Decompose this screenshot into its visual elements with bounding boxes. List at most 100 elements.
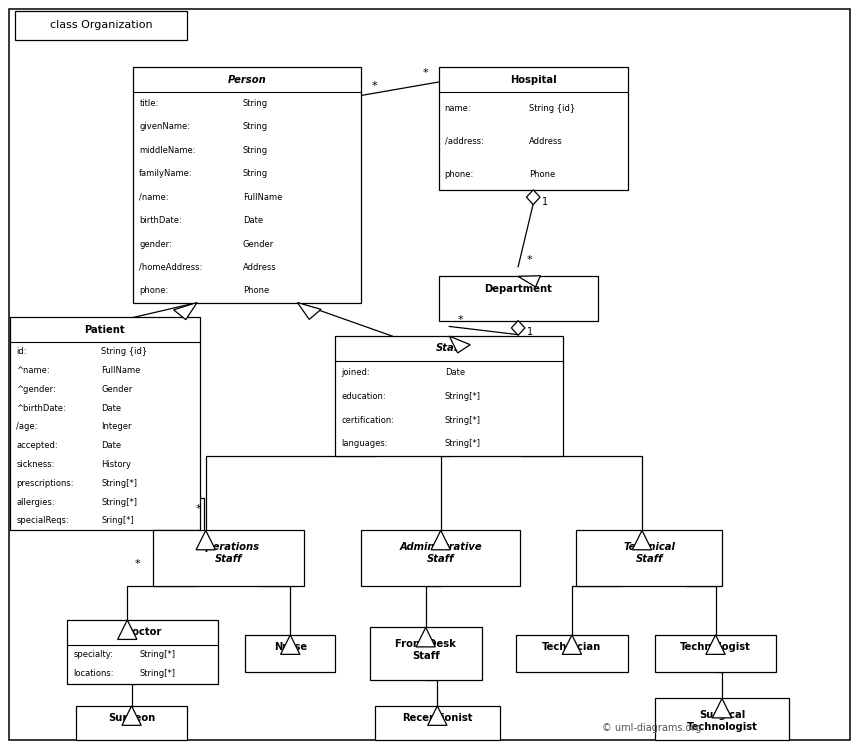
Text: id:: id: (16, 347, 27, 356)
Polygon shape (174, 303, 197, 320)
Text: *: * (372, 81, 378, 91)
Polygon shape (298, 303, 321, 320)
Text: class Organization: class Organization (50, 20, 153, 31)
Text: /address:: /address: (445, 137, 483, 146)
Text: Technologist: Technologist (680, 642, 751, 652)
Text: String[*]: String[*] (445, 415, 481, 424)
Polygon shape (518, 276, 540, 287)
Text: Department: Department (484, 284, 552, 294)
Polygon shape (449, 336, 470, 353)
Text: Patient: Patient (84, 325, 126, 335)
Text: Technical
Staff: Technical Staff (624, 542, 675, 564)
FancyBboxPatch shape (375, 706, 500, 740)
Text: String {id}: String {id} (101, 347, 147, 356)
FancyBboxPatch shape (10, 317, 200, 530)
Text: String: String (243, 99, 267, 108)
Text: Administrative
Staff: Administrative Staff (399, 542, 482, 564)
Text: Address: Address (530, 137, 563, 146)
Text: Operations
Staff: Operations Staff (197, 542, 260, 564)
Text: ^name:: ^name: (16, 366, 50, 375)
Text: Technician: Technician (543, 642, 601, 652)
FancyBboxPatch shape (153, 530, 304, 586)
Text: Phone: Phone (530, 170, 556, 179)
Text: /homeAddress:: /homeAddress: (139, 263, 203, 272)
Text: middleName:: middleName: (139, 146, 196, 155)
Text: String: String (243, 170, 267, 179)
Text: Receptionist: Receptionist (402, 713, 472, 723)
FancyBboxPatch shape (655, 698, 789, 740)
Polygon shape (280, 635, 300, 654)
Text: name:: name: (445, 104, 471, 113)
Text: languages:: languages: (341, 439, 388, 448)
Text: 1: 1 (542, 196, 548, 207)
Text: givenName:: givenName: (139, 123, 190, 131)
FancyBboxPatch shape (15, 11, 187, 40)
Text: specialty:: specialty: (73, 650, 113, 659)
Text: *: * (195, 504, 201, 514)
Text: Person: Person (228, 75, 267, 84)
Text: Surgeon: Surgeon (108, 713, 155, 723)
Text: allergies:: allergies: (16, 498, 55, 506)
Text: *: * (423, 68, 429, 78)
Text: Date: Date (445, 368, 465, 377)
Text: FullName: FullName (243, 193, 282, 202)
Text: sickness:: sickness: (16, 460, 55, 469)
Text: *: * (458, 314, 464, 325)
Text: Doctor: Doctor (124, 627, 161, 637)
Text: Sring[*]: Sring[*] (101, 516, 134, 525)
Text: String: String (243, 146, 267, 155)
Text: Front Desk
Staff: Front Desk Staff (396, 639, 456, 661)
Text: Address: Address (243, 263, 276, 272)
Text: Date: Date (243, 216, 263, 225)
Text: *: * (526, 255, 532, 265)
Text: Nurse: Nurse (273, 642, 307, 652)
FancyBboxPatch shape (576, 530, 722, 586)
FancyBboxPatch shape (361, 530, 520, 586)
Text: phone:: phone: (139, 286, 169, 295)
Polygon shape (526, 190, 540, 205)
FancyBboxPatch shape (245, 635, 335, 672)
Text: Gender: Gender (101, 385, 132, 394)
FancyBboxPatch shape (439, 276, 598, 321)
Text: familyName:: familyName: (139, 170, 193, 179)
Polygon shape (562, 635, 581, 654)
Text: Date: Date (101, 441, 121, 450)
Text: String {id}: String {id} (530, 104, 575, 113)
FancyBboxPatch shape (335, 336, 563, 456)
Text: Hospital: Hospital (510, 75, 556, 84)
Text: Phone: Phone (243, 286, 269, 295)
FancyBboxPatch shape (133, 67, 361, 303)
Text: Surgical
Technologist: Surgical Technologist (686, 710, 758, 732)
Text: locations:: locations: (73, 669, 114, 678)
Text: gender:: gender: (139, 240, 172, 249)
Polygon shape (632, 530, 652, 550)
Text: ^gender:: ^gender: (16, 385, 56, 394)
FancyBboxPatch shape (370, 627, 482, 680)
Text: FullName: FullName (101, 366, 140, 375)
Text: birthDate:: birthDate: (139, 216, 182, 225)
Polygon shape (512, 320, 525, 335)
Polygon shape (706, 635, 725, 654)
Polygon shape (122, 706, 141, 725)
Text: History: History (101, 460, 131, 469)
Text: String: String (243, 123, 267, 131)
Text: *: * (134, 560, 140, 569)
Polygon shape (712, 698, 732, 718)
Polygon shape (427, 706, 447, 725)
Polygon shape (431, 530, 451, 550)
Text: String[*]: String[*] (101, 498, 137, 506)
Text: String[*]: String[*] (139, 669, 175, 678)
Text: title:: title: (139, 99, 158, 108)
Text: Staff: Staff (436, 344, 463, 353)
Polygon shape (118, 620, 137, 639)
Text: phone:: phone: (445, 170, 474, 179)
Text: prescriptions:: prescriptions: (16, 479, 74, 488)
FancyBboxPatch shape (76, 706, 187, 740)
Polygon shape (416, 627, 435, 647)
Text: /name:: /name: (139, 193, 169, 202)
FancyBboxPatch shape (67, 620, 218, 684)
Text: String[*]: String[*] (139, 650, 175, 659)
Text: ^birthDate:: ^birthDate: (16, 403, 66, 412)
Text: Date: Date (101, 403, 121, 412)
Text: String[*]: String[*] (445, 392, 481, 401)
